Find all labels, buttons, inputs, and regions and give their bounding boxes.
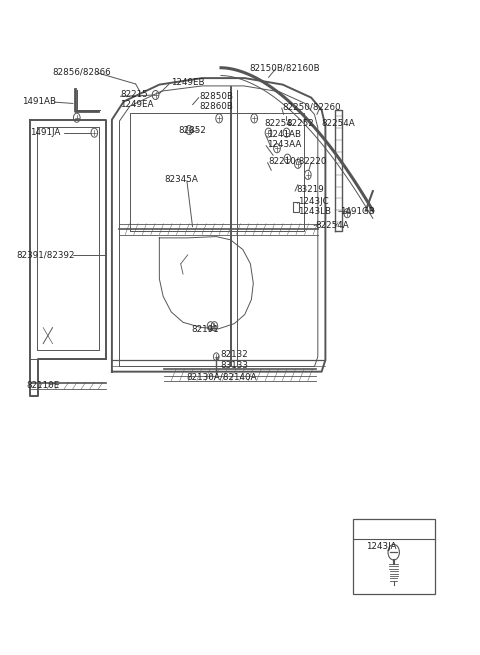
Text: 82860B: 82860B (200, 102, 234, 111)
Text: 82254A: 82254A (315, 221, 348, 230)
Text: 82345A: 82345A (164, 175, 198, 184)
Text: 1241AB: 1241AB (267, 130, 301, 139)
Text: 82210/82220: 82210/82220 (268, 157, 327, 166)
Bar (293, 202, 300, 212)
Text: 82852: 82852 (179, 126, 206, 134)
Text: 1491JA: 1491JA (30, 128, 60, 137)
Text: 82254: 82254 (264, 119, 292, 128)
Text: 1243LB: 1243LB (298, 207, 331, 215)
Text: 83133: 83133 (220, 361, 248, 369)
Text: 1243JC: 1243JC (298, 197, 329, 206)
Text: 82110E: 82110E (26, 381, 60, 390)
Text: 82250/82260: 82250/82260 (283, 102, 341, 111)
Text: 82856/82866: 82856/82866 (53, 67, 111, 77)
Text: 82252: 82252 (287, 119, 314, 128)
Text: 1491AB: 1491AB (22, 97, 56, 106)
Text: 83219: 83219 (296, 185, 324, 195)
Text: 1243JA: 1243JA (366, 542, 396, 551)
Bar (353, 519, 434, 594)
Text: 82254A: 82254A (322, 119, 355, 128)
Text: 1491GB: 1491GB (340, 207, 374, 215)
Text: 1249EB: 1249EB (171, 77, 204, 86)
Text: 82391/82392: 82391/82392 (16, 250, 74, 259)
Text: 82130A/82140A: 82130A/82140A (187, 372, 257, 381)
Text: 1249EA: 1249EA (120, 100, 154, 109)
Text: 82850B: 82850B (200, 92, 234, 101)
Text: 82215: 82215 (120, 90, 148, 100)
Text: 82150B/82160B: 82150B/82160B (250, 64, 320, 72)
Text: 82191: 82191 (192, 325, 219, 334)
Text: 1243AA: 1243AA (267, 140, 302, 149)
Text: 82132: 82132 (220, 350, 248, 360)
